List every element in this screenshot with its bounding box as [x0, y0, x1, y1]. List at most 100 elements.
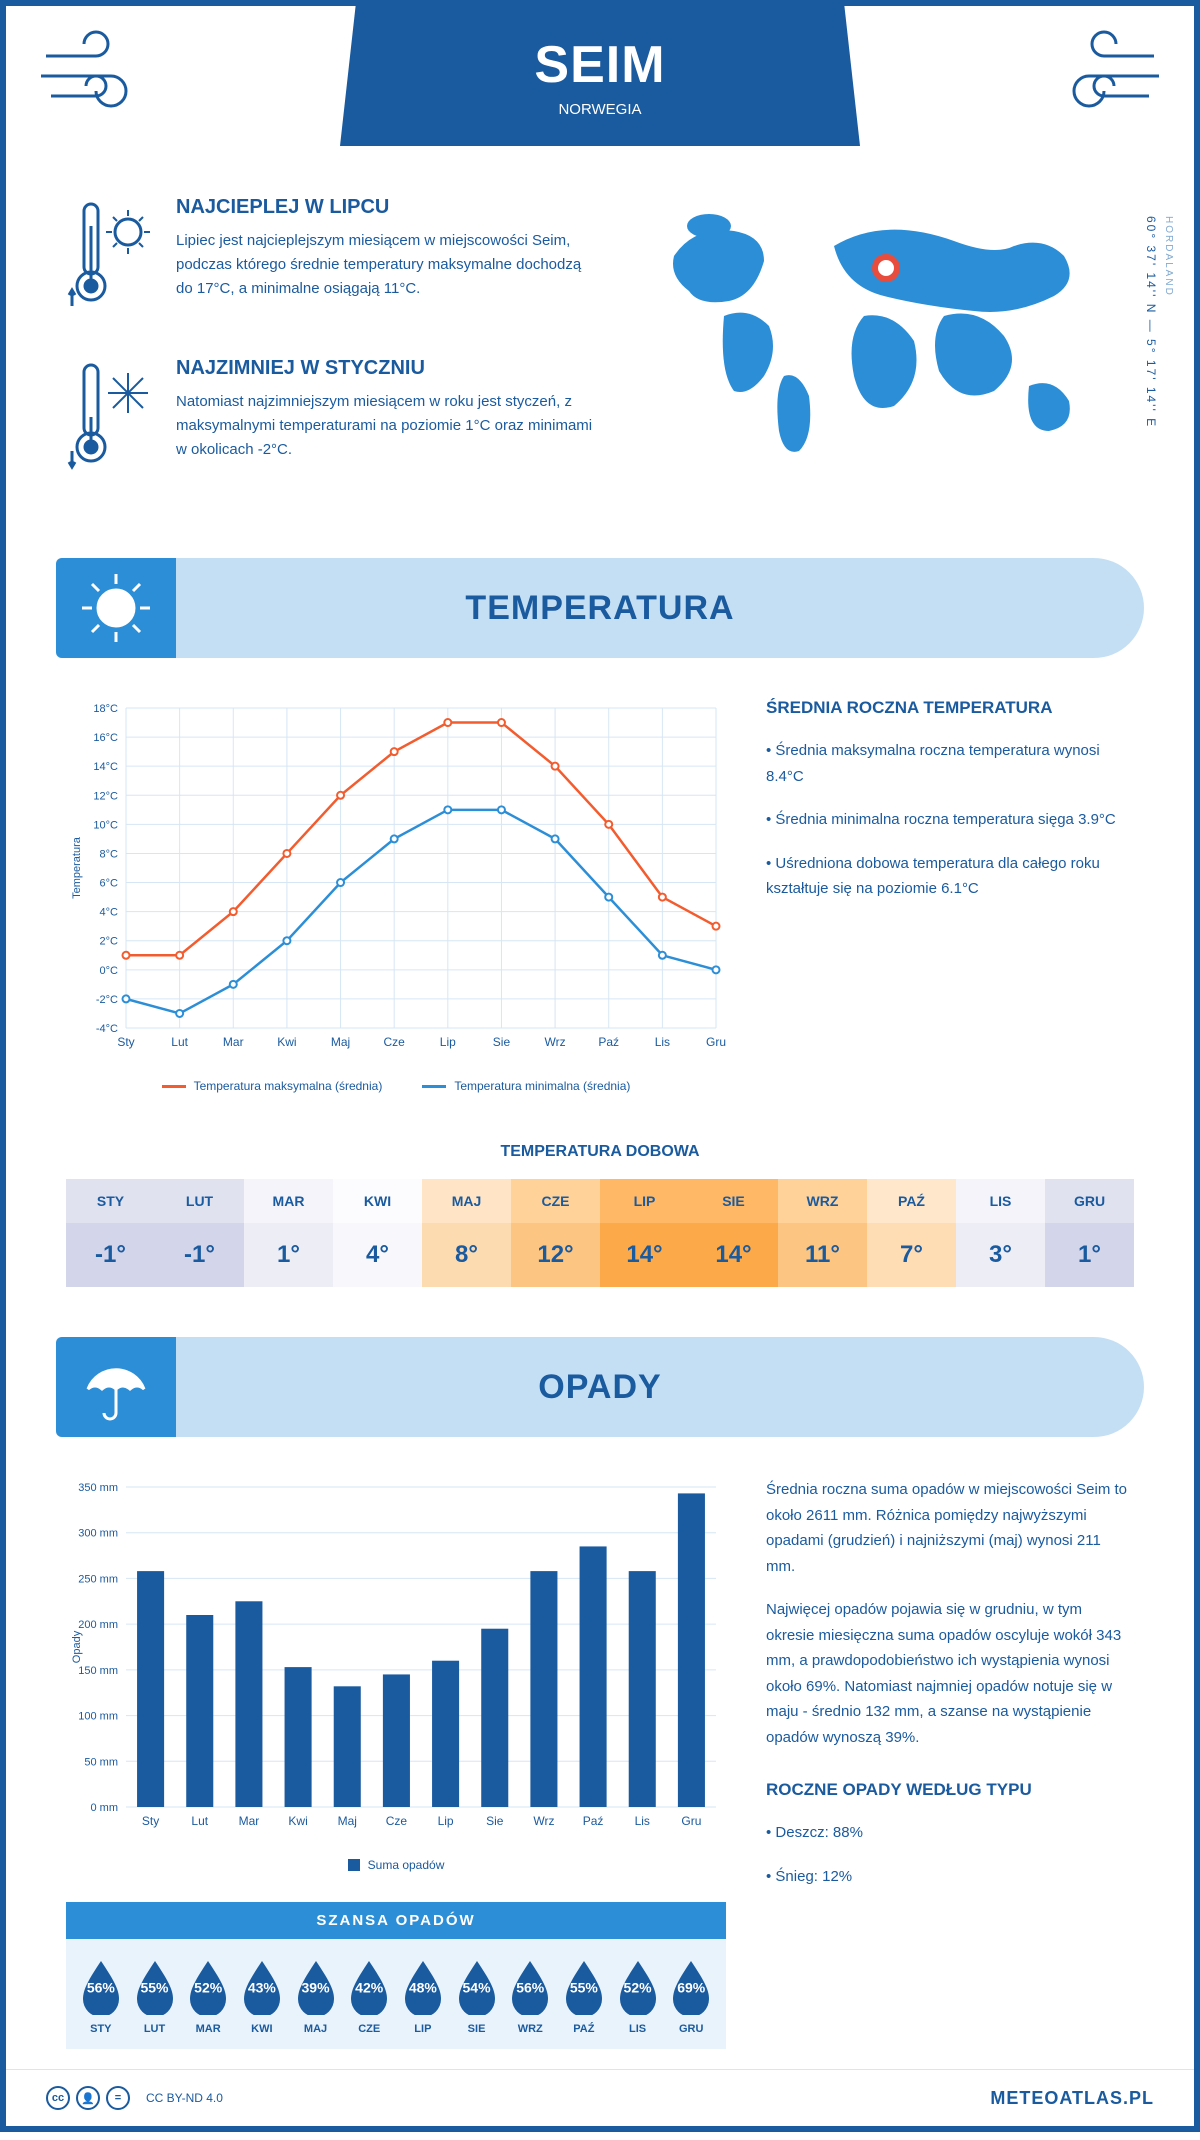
svg-text:250 mm: 250 mm — [78, 1573, 118, 1585]
daily-cell: MAR1° — [244, 1179, 333, 1287]
chance-cell: 69%GRU — [664, 1957, 718, 2035]
svg-text:8°C: 8°C — [100, 848, 119, 860]
svg-text:6°C: 6°C — [100, 878, 119, 890]
warmest-title: NAJCIEPLEJ W LIPCU — [176, 196, 594, 219]
chance-cell: 43%KWI — [235, 1957, 289, 2035]
thermometer-sun-icon — [66, 196, 156, 321]
svg-text:Mar: Mar — [239, 1814, 260, 1828]
svg-text:10°C: 10°C — [93, 819, 118, 831]
precip-title: OPADY — [538, 1368, 661, 1407]
by-icon: 👤 — [76, 2086, 100, 2110]
thermometer-snow-icon — [66, 357, 156, 482]
daily-cell: KWI4° — [333, 1179, 422, 1287]
annual-temp-title: ŚREDNIA ROCZNA TEMPERATURA — [766, 698, 1134, 718]
svg-text:150 mm: 150 mm — [78, 1665, 118, 1677]
annual-bullet: • Uśredniona dobowa temperatura dla całe… — [766, 851, 1134, 902]
svg-text:100 mm: 100 mm — [78, 1711, 118, 1723]
license-text: CC BY-ND 4.0 — [146, 2091, 223, 2105]
header: SEIM NORWEGIA — [6, 6, 1194, 196]
type-bullet: • Deszcz: 88% — [766, 1820, 1134, 1846]
chance-cell: 55%PAŹ — [557, 1957, 611, 2035]
type-bullet: • Śnieg: 12% — [766, 1864, 1134, 1890]
coldest-block: NAJZIMNIEJ W STYCZNIU Natomiast najzimni… — [66, 357, 594, 482]
precip-type-title: ROCZNE OPADY WEDŁUG TYPU — [766, 1780, 1134, 1800]
svg-text:Kwi: Kwi — [288, 1814, 307, 1828]
svg-text:Cze: Cze — [386, 1814, 408, 1828]
chance-cell: 52%MAR — [181, 1957, 235, 2035]
precip-banner: OPADY — [56, 1337, 1144, 1437]
chance-row: 56%STY55%LUT52%MAR43%KWI39%MAJ42%CZE48%L… — [66, 1939, 726, 2049]
chance-cell: 56%WRZ — [503, 1957, 557, 2035]
umbrella-icon — [56, 1337, 176, 1437]
footer: cc 👤 = CC BY-ND 4.0 METEOATLAS.PL — [6, 2069, 1194, 2126]
license-block: cc 👤 = CC BY-ND 4.0 — [46, 2086, 223, 2110]
svg-text:Gru: Gru — [681, 1814, 701, 1828]
daily-cell: MAJ8° — [422, 1179, 511, 1287]
chance-cell: 55%LUT — [128, 1957, 182, 2035]
temperature-chart: -4°C-2°C0°C2°C4°C6°C8°C10°C12°C14°C16°C1… — [66, 698, 726, 1093]
daily-temp-table: STY-1°LUT-1°MAR1°KWI4°MAJ8°CZE12°LIP14°S… — [66, 1179, 1134, 1287]
temperature-banner: TEMPERATURA — [56, 558, 1144, 658]
svg-text:Maj: Maj — [338, 1814, 357, 1828]
svg-text:Lis: Lis — [635, 1814, 650, 1828]
precip-para1: Średnia roczna suma opadów w miejscowośc… — [766, 1477, 1134, 1579]
cc-icon: cc — [46, 2086, 70, 2110]
annual-bullet: • Średnia minimalna roczna temperatura s… — [766, 807, 1134, 833]
svg-text:Lip: Lip — [438, 1814, 454, 1828]
temperature-title: TEMPERATURA — [465, 589, 734, 628]
region-label: HORDALAND — [1163, 216, 1174, 297]
nd-icon: = — [106, 2086, 130, 2110]
svg-text:18°C: 18°C — [93, 703, 118, 715]
svg-text:350 mm: 350 mm — [78, 1482, 118, 1494]
svg-text:16°C: 16°C — [93, 732, 118, 744]
annual-bullet: • Średnia maksymalna roczna temperatura … — [766, 738, 1134, 789]
legend-min: Temperatura minimalna (średnia) — [454, 1079, 630, 1093]
daily-cell: GRU1° — [1045, 1179, 1134, 1287]
daily-cell: LIP14° — [600, 1179, 689, 1287]
chance-cell: 56%STY — [74, 1957, 128, 2035]
intro-row: NAJCIEPLEJ W LIPCU Lipiec jest najcieple… — [6, 196, 1194, 558]
svg-text:300 mm: 300 mm — [78, 1528, 118, 1540]
sun-icon — [56, 558, 176, 658]
site-name: METEOATLAS.PL — [990, 2088, 1154, 2109]
chance-cell: 42%CZE — [342, 1957, 396, 2035]
svg-text:Gru: Gru — [706, 1035, 726, 1049]
svg-text:Lut: Lut — [191, 1814, 208, 1828]
svg-text:-4°C: -4°C — [96, 1023, 118, 1035]
daily-cell: LIS3° — [956, 1179, 1045, 1287]
coordinates: 60° 37' 14'' N — 5° 17' 14'' E — [1144, 216, 1158, 428]
wind-icon-left — [36, 26, 166, 131]
svg-text:Lis: Lis — [655, 1035, 670, 1049]
wind-icon-right — [1034, 26, 1164, 131]
daily-temp-title: TEMPERATURA DOBOWA — [6, 1143, 1194, 1161]
svg-text:Cze: Cze — [384, 1035, 406, 1049]
svg-text:2°C: 2°C — [100, 936, 119, 948]
svg-text:0 mm: 0 mm — [91, 1802, 119, 1814]
daily-cell: SIE14° — [689, 1179, 778, 1287]
title-banner: SEIM NORWEGIA — [340, 6, 860, 146]
chance-cell: 48%LIP — [396, 1957, 450, 2035]
daily-cell: WRZ11° — [778, 1179, 867, 1287]
svg-text:Opady: Opady — [71, 1630, 83, 1663]
coldest-text: Natomiast najzimniejszym miesiącem w rok… — [176, 390, 594, 462]
daily-cell: LUT-1° — [155, 1179, 244, 1287]
svg-text:0°C: 0°C — [100, 965, 119, 977]
svg-text:4°C: 4°C — [100, 907, 119, 919]
location-title: SEIM — [534, 35, 665, 95]
chance-title: SZANSA OPADÓW — [66, 1902, 726, 1939]
chance-cell: 39%MAJ — [289, 1957, 343, 2035]
daily-cell: CZE12° — [511, 1179, 600, 1287]
daily-cell: STY-1° — [66, 1179, 155, 1287]
svg-text:Mar: Mar — [223, 1035, 244, 1049]
chance-cell: 52%LIS — [611, 1957, 665, 2035]
coldest-title: NAJZIMNIEJ W STYCZNIU — [176, 357, 594, 380]
svg-text:Paź: Paź — [583, 1814, 604, 1828]
svg-text:Paź: Paź — [598, 1035, 619, 1049]
svg-text:-2°C: -2°C — [96, 994, 118, 1006]
svg-text:Sty: Sty — [142, 1814, 159, 1828]
precip-para2: Najwięcej opadów pojawia się w grudniu, … — [766, 1597, 1134, 1750]
warmest-block: NAJCIEPLEJ W LIPCU Lipiec jest najcieple… — [66, 196, 594, 321]
svg-text:50 mm: 50 mm — [84, 1756, 118, 1768]
svg-text:Wrz: Wrz — [545, 1035, 566, 1049]
world-map: 60° 37' 14'' N — 5° 17' 14'' E HORDALAND — [634, 196, 1134, 518]
